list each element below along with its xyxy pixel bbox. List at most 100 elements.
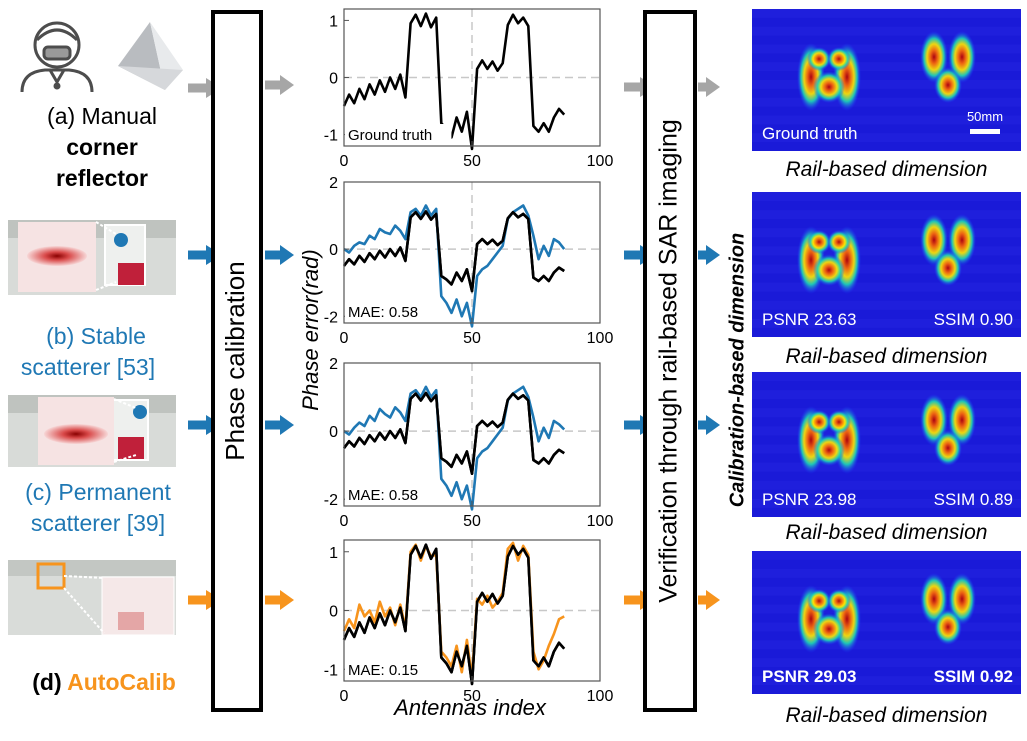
heat-blob bbox=[807, 410, 831, 434]
sar-band bbox=[752, 462, 1021, 472]
heat-blob bbox=[813, 71, 845, 103]
sar-image-2: PSNR 23.98 SSIM 0.89 Rail-based dimension bbox=[752, 372, 1021, 544]
series-autocalib bbox=[342, 541, 565, 680]
phase-calibration-box bbox=[211, 10, 263, 712]
sar-band bbox=[752, 44, 1021, 54]
scale-bar-label: 50mm bbox=[967, 109, 1003, 124]
y-tick-label: -1 bbox=[324, 128, 338, 145]
series-permanent-scatterer bbox=[343, 385, 566, 511]
y-tick-label: -1 bbox=[324, 662, 338, 679]
heat-blob bbox=[827, 47, 851, 71]
label-c-line2: scatterer [39] bbox=[31, 510, 165, 536]
sar-band bbox=[752, 62, 1021, 72]
arrow-b-mid-head bbox=[280, 245, 294, 265]
heat-blob bbox=[934, 609, 962, 645]
chart-annotation: Ground truth bbox=[348, 127, 432, 144]
sar-metric-right: SSIM 0.90 bbox=[934, 310, 1013, 329]
sar-band bbox=[752, 444, 1021, 454]
annotation-bg bbox=[345, 484, 427, 505]
sar-band bbox=[752, 9, 1021, 18]
annotation-bg bbox=[345, 301, 427, 322]
y-tick-label: 2 bbox=[329, 175, 338, 192]
verification-box bbox=[643, 10, 697, 712]
arrow-a-mid-head bbox=[280, 75, 294, 95]
sar-metric-right: SSIM 0.89 bbox=[934, 490, 1013, 509]
phase-calibration-label: Phase calibration bbox=[220, 261, 250, 460]
y-tick-label: 0 bbox=[329, 604, 338, 621]
sar-band bbox=[752, 210, 1021, 220]
x-tick-label: 100 bbox=[587, 513, 614, 530]
arrow-d-mid-head bbox=[280, 590, 294, 610]
x-tick-label: 50 bbox=[463, 153, 481, 170]
arrow-c-mid-head bbox=[280, 415, 294, 435]
x-tick-label: 0 bbox=[340, 330, 349, 347]
x-axis-label: Antennas index bbox=[392, 695, 547, 720]
sar-metric-left: PSNR 23.98 bbox=[762, 490, 857, 509]
sar-band bbox=[752, 498, 1021, 508]
corner-reflector-icon bbox=[118, 22, 183, 90]
sar-band bbox=[752, 318, 1021, 328]
sar-band bbox=[752, 640, 1021, 650]
verification-label: Verification through rail-based SAR imag… bbox=[655, 119, 683, 603]
sar-band bbox=[752, 426, 1021, 436]
y-tick-label: 1 bbox=[329, 13, 338, 30]
arrow-d-img-head bbox=[706, 590, 720, 610]
label-b-line1: (b) Stable bbox=[46, 323, 146, 349]
heat-blob bbox=[934, 430, 962, 466]
calibration-dimension-label: Calibration-based dimension bbox=[726, 233, 748, 507]
sar-band bbox=[752, 372, 1021, 382]
photo-permanent-scatterer bbox=[8, 395, 176, 467]
arrow-a-img-head bbox=[706, 77, 720, 97]
y-tick-label: 0 bbox=[329, 424, 338, 441]
sar-background bbox=[752, 9, 1021, 151]
sar-band bbox=[752, 115, 1021, 125]
sar-band bbox=[752, 246, 1021, 256]
series-ground-truth bbox=[342, 12, 566, 151]
sar-metric-left: Ground truth bbox=[762, 124, 857, 143]
sar-band bbox=[752, 480, 1021, 490]
chart-annotation: MAE: 0.58 bbox=[348, 304, 418, 321]
heat-blob bbox=[827, 410, 851, 434]
y-tick-label: 1 bbox=[329, 545, 338, 562]
sar-caption: Rail-based dimension bbox=[786, 345, 988, 368]
x-tick-label: 50 bbox=[463, 513, 481, 530]
chart-annotation: MAE: 0.58 bbox=[348, 487, 418, 504]
person-icon bbox=[20, 21, 94, 93]
y-tick-label: 2 bbox=[329, 356, 338, 373]
x-tick-label: 100 bbox=[587, 330, 614, 347]
sar-band bbox=[752, 300, 1021, 310]
sar-background bbox=[752, 372, 1021, 517]
y-tick-label: -2 bbox=[324, 309, 338, 326]
scale-bar bbox=[970, 129, 1000, 134]
label-d: (d) AutoCalib bbox=[32, 669, 176, 695]
sar-band bbox=[752, 26, 1021, 36]
label-a-line1: (a) Manual bbox=[47, 103, 157, 129]
heat-blob bbox=[813, 254, 845, 286]
sar-metric-left: PSNR 23.63 bbox=[762, 310, 857, 329]
sar-band bbox=[752, 586, 1021, 596]
photo-autocalib bbox=[8, 560, 176, 636]
y-tick-label: 0 bbox=[329, 242, 338, 259]
sar-band bbox=[752, 264, 1021, 274]
sar-band bbox=[752, 551, 1021, 560]
label-c-line1: (c) Permanent bbox=[25, 479, 171, 505]
label-a-line2: corner bbox=[66, 134, 138, 160]
sar-band bbox=[752, 408, 1021, 418]
y-tick-label: -2 bbox=[324, 492, 338, 509]
sar-image-3: PSNR 29.03 SSIM 0.92 Rail-based dimension bbox=[752, 551, 1021, 727]
chart-annotation: MAE: 0.15 bbox=[348, 662, 418, 679]
x-tick-label: 100 bbox=[587, 688, 614, 705]
sar-background bbox=[752, 192, 1021, 337]
sar-image-0: Ground truth 50mm Rail-based dimension bbox=[752, 9, 1021, 181]
sar-band bbox=[752, 390, 1021, 400]
heat-blob bbox=[813, 434, 845, 466]
sar-band bbox=[752, 228, 1021, 238]
sar-band bbox=[752, 676, 1021, 686]
y-axis-label: Phase error(rad) bbox=[298, 249, 323, 410]
x-tick-label: 0 bbox=[340, 513, 349, 530]
